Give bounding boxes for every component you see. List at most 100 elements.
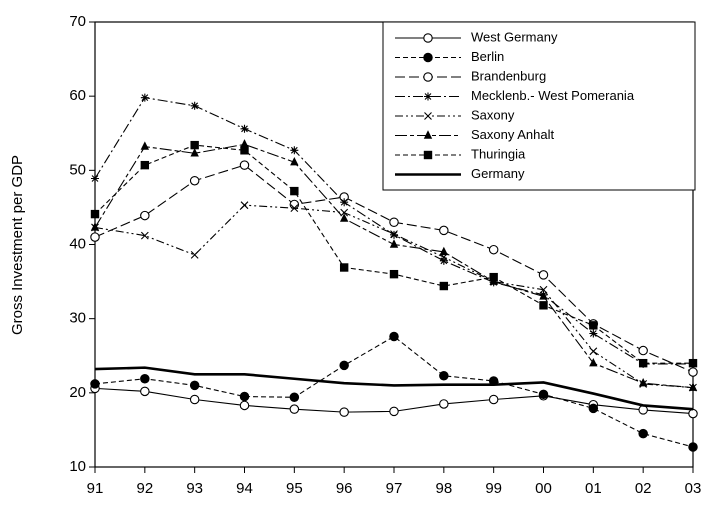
data-point [589,321,598,330]
legend-label: West Germany [471,29,558,44]
data-point [91,174,99,183]
data-point [539,285,548,294]
legend-label: Mecklenb.- West Pomerania [471,88,635,103]
x-tick-label: 02 [635,480,652,497]
data-point [140,373,150,384]
data-point [389,217,399,228]
data-point [638,358,648,368]
x-tick-label: 94 [236,480,253,497]
data-point [240,201,249,210]
data-point [140,231,149,240]
legend-label: Thuringia [471,146,526,161]
y-tick-label: 60 [69,87,86,104]
x-tick-label: 03 [685,480,702,497]
data-point [488,394,499,405]
data-point [688,367,698,377]
y-tick-label: 70 [69,13,86,30]
x-tick-label: 01 [585,480,602,497]
data-point [539,291,548,300]
data-point [638,377,648,387]
data-point [688,358,698,368]
x-tick-label: 00 [535,480,552,497]
data-point [688,442,698,452]
data-point [588,403,599,414]
data-point [140,386,150,397]
data-point [389,406,399,417]
data-point [339,407,349,417]
data-point [389,239,399,248]
data-point [339,263,349,272]
x-tick-label: 98 [435,480,452,497]
legend-box [382,21,696,191]
data-point [190,140,199,150]
data-point [90,232,100,242]
legend-marker [423,52,433,63]
legend-label: Brandenburg [471,68,546,83]
data-point [90,379,100,389]
data-point [439,281,449,291]
data-point [638,345,648,356]
data-point [190,250,199,259]
data-point [189,380,200,391]
legend-label: Saxony Anhalt [471,127,555,142]
data-point [239,391,250,402]
data-point [589,347,598,356]
data-point [290,186,299,196]
x-tick-label: 91 [87,480,104,497]
data-point [638,428,648,439]
data-point [289,392,300,403]
data-point [539,301,548,310]
legend-marker [424,92,432,101]
data-point [190,148,199,157]
data-point [189,394,200,405]
data-point [189,175,200,186]
data-point [340,198,349,207]
data-point [589,329,598,338]
data-point [289,404,300,414]
data-point [140,210,150,221]
x-tick-label: 95 [286,480,303,497]
data-point [589,357,598,367]
x-tick-label: 97 [386,480,403,497]
y-tick-label: 40 [69,235,86,252]
data-point [339,213,349,222]
y-tick-label: 10 [69,458,86,475]
data-point [390,230,398,239]
data-point [240,139,249,148]
y-axis-label: Gross Investment per GDP [9,155,26,335]
data-point [439,246,449,256]
data-point [538,270,549,280]
legend-marker [423,130,433,139]
series-line [94,366,694,411]
y-tick-label: 50 [69,161,86,178]
data-point [339,360,349,371]
legend-marker [424,112,432,120]
data-point [538,389,549,400]
data-point [290,146,299,155]
data-point [488,244,499,255]
data-point [90,209,100,219]
data-point [240,124,249,133]
data-point [439,256,448,265]
data-point [688,408,698,419]
data-point [190,101,199,110]
data-point [290,204,299,213]
x-tick-label: 99 [485,480,502,497]
y-tick-label: 20 [69,384,86,401]
data-point [140,141,150,150]
data-point [140,93,149,102]
series-line [94,335,694,448]
data-point [439,399,449,409]
data-point [439,371,449,381]
legend-marker [423,150,433,160]
x-tick-label: 92 [136,480,153,497]
data-point [290,156,299,166]
data-point [688,382,698,391]
y-tick-label: 30 [69,310,86,327]
data-point [489,272,498,282]
legend-marker [423,33,433,43]
data-point [239,160,250,170]
legend-marker [423,72,433,82]
data-point [389,269,399,279]
